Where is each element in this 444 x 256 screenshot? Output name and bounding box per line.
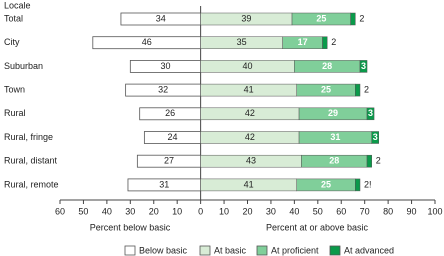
category-label: Rural, remote — [4, 179, 59, 189]
value-label: 3 — [361, 61, 366, 71]
bar — [366, 154, 372, 168]
bar — [355, 178, 361, 192]
legend-swatch — [199, 245, 211, 256]
category-label: City — [4, 37, 20, 47]
x-tick-label: 90 — [407, 206, 417, 216]
value-label: 2 — [331, 37, 336, 47]
category-label: Suburban — [4, 61, 43, 71]
value-label: 2 — [364, 84, 369, 94]
legend-label: At advanced — [344, 245, 394, 255]
value-label: 2! — [364, 179, 372, 189]
value-label: 25 — [316, 13, 326, 23]
value-label: 39 — [241, 13, 251, 23]
bar — [371, 131, 379, 144]
x-tick-label: 50 — [313, 206, 323, 216]
x-tick-label: 40 — [289, 206, 299, 216]
value-label: 25 — [321, 84, 331, 94]
value-label: 41 — [244, 179, 254, 189]
x-axis-title-right: Percent at or above basic — [266, 222, 369, 232]
value-label: 27 — [164, 156, 174, 166]
value-label: 31 — [159, 179, 169, 189]
x-tick-label: 30 — [266, 206, 276, 216]
x-tick-label: 20 — [242, 206, 252, 216]
bar — [366, 107, 375, 121]
value-label: 25 — [321, 179, 331, 189]
value-label: 34 — [156, 13, 166, 23]
category-label: Rural, distant — [4, 156, 58, 166]
bar — [350, 12, 356, 26]
value-label: 42 — [245, 108, 255, 118]
x-tick-label: 20 — [149, 206, 159, 216]
value-label: 30 — [160, 61, 170, 71]
category-label: Rural — [4, 108, 26, 118]
value-label: 41 — [244, 84, 254, 94]
value-label: 2 — [359, 13, 364, 23]
value-label: 28 — [322, 61, 332, 71]
y-axis-title: Locale — [4, 0, 31, 10]
value-label: 31 — [330, 132, 340, 142]
value-label: 26 — [165, 108, 175, 118]
value-label: 29 — [328, 108, 338, 118]
value-label: 42 — [245, 132, 255, 142]
value-label: 17 — [298, 37, 308, 47]
legend-swatch — [329, 245, 341, 256]
x-tick-label: 10 — [172, 206, 182, 216]
value-label: 35 — [237, 37, 247, 47]
legend-label: At proficient — [271, 245, 319, 255]
value-label: 3 — [373, 132, 378, 142]
legend-swatch — [124, 245, 136, 256]
legend-label: Below basic — [139, 245, 188, 255]
x-tick-label: 10 — [219, 206, 229, 216]
value-label: 24 — [167, 132, 177, 142]
x-tick-label: 60 — [336, 206, 346, 216]
x-tick-label: 50 — [78, 206, 88, 216]
legend-swatch — [256, 245, 268, 256]
value-label: 40 — [242, 61, 252, 71]
x-tick-label: 30 — [125, 206, 135, 216]
value-label: 3 — [368, 108, 373, 118]
bar — [322, 36, 328, 49]
x-tick-label: 0 — [198, 206, 203, 216]
value-label: 2 — [376, 156, 381, 166]
x-tick-label: 40 — [102, 206, 112, 216]
x-tick-label: 70 — [360, 206, 370, 216]
value-label: 43 — [246, 156, 256, 166]
bar — [355, 83, 361, 97]
x-tick-label: 100 — [427, 206, 442, 216]
bar — [359, 60, 368, 73]
category-label: Total — [4, 13, 23, 23]
x-tick-label: 60 — [55, 206, 65, 216]
value-label: 46 — [142, 37, 152, 47]
x-axis-title-left: Percent below basic — [90, 222, 171, 232]
category-label: Rural, fringe — [4, 132, 53, 142]
value-label: 32 — [158, 84, 168, 94]
category-label: Town — [4, 84, 25, 94]
x-tick-label: 80 — [383, 206, 393, 216]
legend-label: At basic — [214, 245, 247, 255]
value-label: 28 — [329, 156, 339, 166]
